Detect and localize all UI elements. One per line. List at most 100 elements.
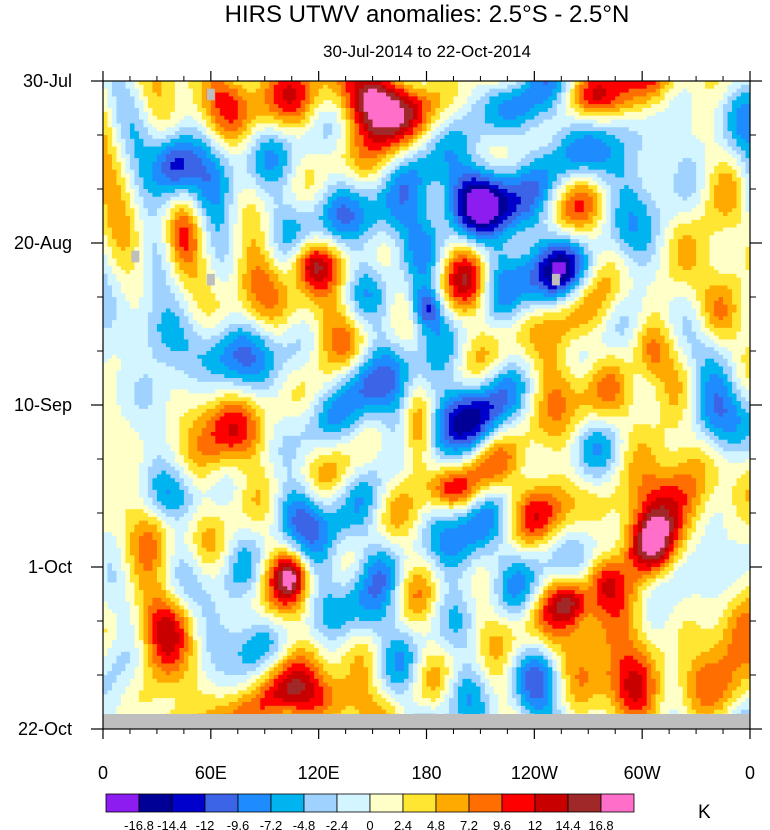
heatmap-cell <box>611 93 616 97</box>
heatmap-cell <box>489 112 494 116</box>
heatmap-cell <box>561 108 566 112</box>
heatmap-cell <box>373 120 378 124</box>
heatmap-cell <box>710 81 715 85</box>
heatmap-cell <box>723 89 728 93</box>
heatmap-cell <box>229 89 234 93</box>
heatmap-cell <box>112 89 117 93</box>
heatmap-cell <box>435 81 440 85</box>
heatmap-cell <box>386 127 391 131</box>
heatmap-cell <box>714 104 719 108</box>
heatmap-cell <box>647 100 652 104</box>
heatmap-cell <box>539 96 544 100</box>
heatmap-cell <box>476 116 481 120</box>
heatmap-cell <box>444 120 449 124</box>
heatmap-cell <box>139 93 144 97</box>
heatmap-cell <box>238 120 243 124</box>
heatmap-cell <box>503 108 508 112</box>
heatmap-cell <box>476 123 481 127</box>
heatmap-cell <box>597 96 602 100</box>
heatmap-cell <box>359 93 364 97</box>
heatmap-cell <box>647 116 652 120</box>
heatmap-cell <box>728 120 733 124</box>
heatmap-cell <box>498 116 503 120</box>
heatmap-cell <box>328 112 333 116</box>
heatmap-cell <box>260 85 265 89</box>
heatmap-cell <box>615 96 620 100</box>
heatmap-cell <box>328 116 333 120</box>
heatmap-cell <box>341 116 346 120</box>
heatmap-cell <box>476 85 481 89</box>
heatmap-cell <box>431 89 436 93</box>
heatmap-cell <box>373 100 378 104</box>
heatmap-cell <box>683 85 688 89</box>
heatmap-cell <box>107 104 112 108</box>
heatmap-cell <box>175 127 180 131</box>
heatmap-cell <box>566 112 571 116</box>
heatmap-cell <box>471 127 476 131</box>
heatmap-cell <box>382 93 387 97</box>
heatmap-cell <box>485 123 490 127</box>
heatmap-cell <box>314 112 319 116</box>
heatmap-cell <box>498 81 503 85</box>
heatmap-cell <box>350 96 355 100</box>
heatmap-cell <box>683 81 688 85</box>
heatmap-cell <box>418 108 423 112</box>
heatmap-cell <box>647 89 652 93</box>
heatmap-cell <box>440 96 445 100</box>
heatmap-cell <box>116 123 121 127</box>
heatmap-cell <box>112 93 117 97</box>
heatmap-cell <box>462 120 467 124</box>
heatmap-cell <box>184 108 189 112</box>
heatmap-cell <box>719 120 724 124</box>
heatmap-cell <box>431 120 436 124</box>
heatmap-cell <box>409 116 414 120</box>
heatmap-cell <box>152 89 157 93</box>
heatmap-cell <box>624 89 629 93</box>
heatmap-cell <box>588 120 593 124</box>
heatmap-cell <box>413 100 418 104</box>
heatmap-cell <box>498 93 503 97</box>
heatmap-cell <box>737 96 742 100</box>
heatmap-cell <box>238 100 243 104</box>
heatmap-cell <box>557 108 562 112</box>
heatmap-cell <box>435 112 440 116</box>
heatmap-cell <box>539 112 544 116</box>
heatmap-cell <box>350 112 355 116</box>
heatmap-cell <box>539 89 544 93</box>
heatmap-cell <box>274 112 279 116</box>
heatmap-cell <box>714 108 719 112</box>
heatmap-cell <box>539 81 544 85</box>
heatmap-cell <box>359 123 364 127</box>
heatmap-cell <box>444 104 449 108</box>
heatmap-cell <box>701 96 706 100</box>
heatmap-cell <box>125 104 130 108</box>
heatmap-cell <box>503 89 508 93</box>
heatmap-cell <box>548 104 553 108</box>
heatmap-cell <box>629 120 634 124</box>
heatmap-cell <box>575 120 580 124</box>
heatmap-cell <box>121 108 126 112</box>
heatmap-cell <box>440 112 445 116</box>
heatmap-cell <box>328 89 333 93</box>
heatmap-cell <box>485 81 490 85</box>
heatmap-cell <box>674 108 679 112</box>
heatmap-cell <box>422 100 427 104</box>
heatmap-cell <box>332 120 337 124</box>
heatmap-cell <box>229 127 234 131</box>
heatmap-cell <box>224 108 229 112</box>
heatmap-cell <box>566 116 571 120</box>
heatmap-cell <box>449 93 454 97</box>
heatmap-cell <box>489 108 494 112</box>
heatmap-cell <box>296 96 301 100</box>
heatmap-cell <box>665 108 670 112</box>
heatmap-cell <box>202 120 207 124</box>
heatmap-cell <box>242 123 247 127</box>
heatmap-cell <box>314 108 319 112</box>
heatmap-cell <box>570 123 575 127</box>
heatmap-cell <box>534 96 539 100</box>
heatmap-cell <box>467 93 472 97</box>
heatmap-cell <box>359 127 364 131</box>
heatmap-cell <box>206 81 211 85</box>
heatmap-cell <box>737 100 742 104</box>
heatmap-cell <box>435 85 440 89</box>
